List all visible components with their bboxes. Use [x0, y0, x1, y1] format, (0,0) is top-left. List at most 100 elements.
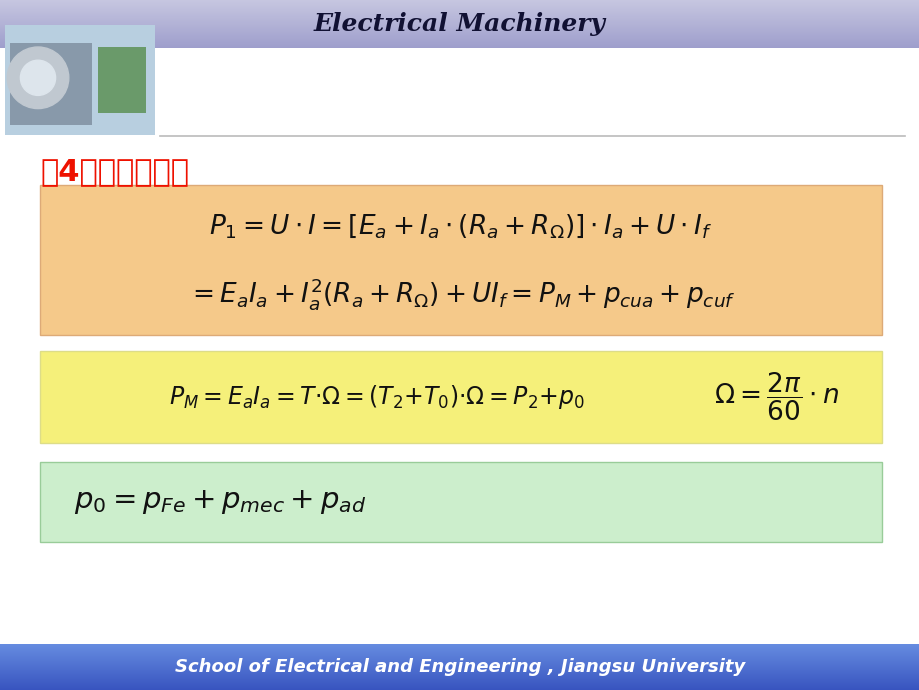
Bar — [0, 688, 919, 689]
Bar — [0, 2, 919, 3]
Bar — [0, 666, 919, 667]
Bar — [0, 20, 919, 21]
Bar — [0, 16, 919, 17]
Bar — [0, 663, 919, 664]
Bar — [0, 678, 919, 679]
Bar — [0, 45, 919, 46]
Bar — [0, 652, 919, 653]
Bar — [0, 661, 919, 662]
Bar — [0, 26, 919, 27]
Bar — [0, 660, 919, 661]
Bar — [0, 670, 919, 671]
Bar — [0, 672, 919, 673]
Bar — [0, 675, 919, 676]
Bar — [0, 34, 919, 35]
Bar — [0, 10, 919, 11]
Text: （4）功率平衡式: （4）功率平衡式 — [40, 157, 188, 186]
Text: $P_1 = U \cdot I = \left[E_a + I_a \cdot(R_a + R_\Omega)\right]\cdot I_a + U \cd: $P_1 = U \cdot I = \left[E_a + I_a \cdot… — [210, 212, 712, 239]
Bar — [0, 23, 919, 24]
Bar — [0, 667, 919, 668]
Bar — [0, 673, 919, 674]
Circle shape — [7, 47, 69, 108]
Bar — [0, 689, 919, 690]
Bar — [0, 21, 919, 22]
Bar — [0, 31, 919, 32]
Bar — [0, 42, 919, 43]
Bar — [0, 38, 919, 39]
Bar — [0, 32, 919, 33]
Bar — [0, 17, 919, 18]
Bar — [0, 647, 919, 648]
Bar — [0, 5, 919, 6]
Bar — [0, 680, 919, 681]
Bar — [0, 47, 919, 48]
Bar — [0, 27, 919, 28]
Bar — [40, 351, 881, 443]
Bar — [0, 654, 919, 655]
Text: $P_M {=} E_a I_a {=} T{\cdot}\Omega {=} (T_2{+}T_0){\cdot}\Omega {=} P_2{+}p_0$: $P_M {=} E_a I_a {=} T{\cdot}\Omega {=} … — [169, 383, 584, 411]
Bar — [0, 649, 919, 650]
Bar — [0, 682, 919, 683]
Bar — [0, 650, 919, 651]
Bar — [0, 646, 919, 647]
Bar — [0, 13, 919, 14]
Text: $= E_a I_a + I_a^2(R_a + R_\Omega) + UI_f = P_M + p_{cua} + p_{cuf}$: $= E_a I_a + I_a^2(R_a + R_\Omega) + UI_… — [187, 277, 734, 313]
Bar — [0, 14, 919, 15]
Bar — [0, 658, 919, 659]
Bar — [0, 9, 919, 10]
Bar — [0, 39, 919, 40]
Bar — [0, 8, 919, 9]
Bar — [0, 662, 919, 663]
Bar — [0, 664, 919, 665]
Bar — [0, 659, 919, 660]
Bar — [0, 37, 919, 38]
Bar — [0, 1, 919, 2]
Bar — [98, 47, 146, 113]
Bar — [0, 656, 919, 657]
Bar — [0, 651, 919, 652]
Bar — [0, 30, 919, 31]
Text: Electrical Machinery: Electrical Machinery — [313, 12, 606, 36]
Bar — [0, 657, 919, 658]
Bar — [0, 644, 919, 645]
Bar — [0, 29, 919, 30]
Bar — [0, 7, 919, 8]
Bar — [0, 12, 919, 13]
Bar — [0, 671, 919, 672]
Bar — [40, 462, 881, 542]
Bar — [0, 3, 919, 4]
Bar — [0, 668, 919, 669]
Bar — [0, 648, 919, 649]
Bar — [0, 684, 919, 685]
Bar — [0, 681, 919, 682]
Bar — [0, 28, 919, 29]
Bar — [0, 19, 919, 20]
Text: School of Electrical and Engineering , Jiangsu University: School of Electrical and Engineering , J… — [175, 658, 744, 676]
Bar — [0, 35, 919, 36]
Bar — [0, 11, 919, 12]
Bar — [0, 686, 919, 687]
Bar — [0, 679, 919, 680]
Bar — [0, 0, 919, 1]
Bar — [0, 676, 919, 677]
Circle shape — [20, 60, 55, 95]
Bar — [0, 46, 919, 47]
Bar — [5, 25, 154, 135]
Text: $p_0 = p_{Fe} + p_{mec} + p_{ad}$: $p_0 = p_{Fe} + p_{mec} + p_{ad}$ — [74, 488, 366, 516]
Bar — [0, 655, 919, 656]
Bar — [10, 43, 93, 125]
Bar — [0, 36, 919, 37]
Bar — [0, 653, 919, 654]
Bar — [0, 677, 919, 678]
Bar — [0, 18, 919, 19]
Bar — [0, 48, 919, 644]
Bar — [0, 40, 919, 41]
Bar — [0, 4, 919, 5]
Bar — [0, 6, 919, 7]
Bar — [0, 43, 919, 44]
Bar — [0, 665, 919, 666]
Bar — [0, 645, 919, 646]
Text: $\Omega = \dfrac{2\pi}{60} \cdot n$: $\Omega = \dfrac{2\pi}{60} \cdot n$ — [713, 371, 838, 423]
Bar — [0, 687, 919, 688]
Bar — [0, 25, 919, 26]
